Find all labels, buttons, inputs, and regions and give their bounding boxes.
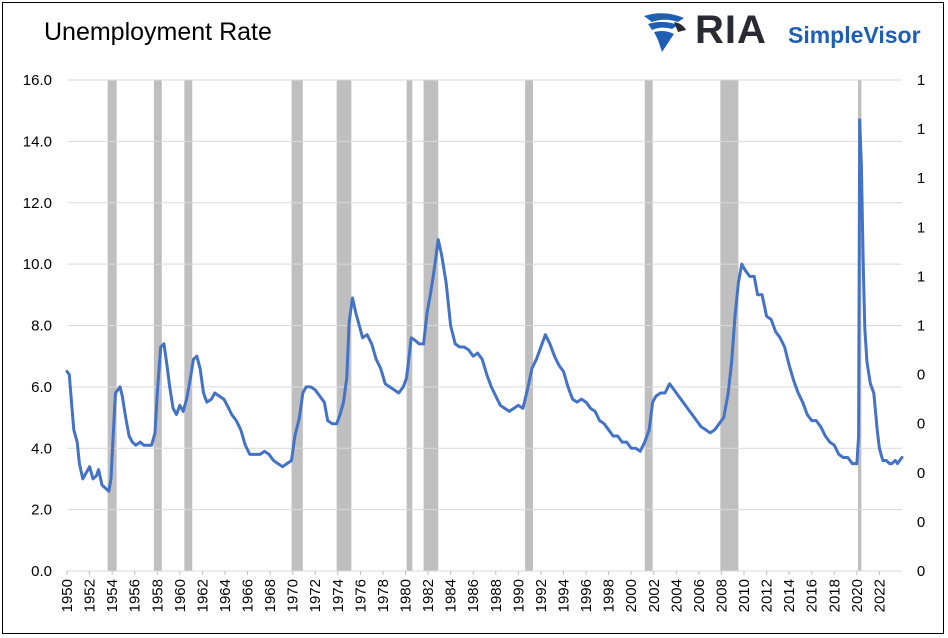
x-tick-label: 1950	[59, 579, 76, 612]
y-tick-label: 16.0	[23, 72, 52, 89]
x-tick-label: 2018	[826, 579, 843, 612]
x-tick-label: 1958	[149, 579, 166, 612]
y-tick-label: 6.0	[31, 379, 52, 396]
series-group	[65, 118, 904, 493]
x-tick-label: 2020	[849, 579, 866, 612]
x-tick-label: 1988	[488, 579, 505, 612]
y2-tick-label: 0	[917, 416, 925, 433]
x-tick-label: 2022	[871, 579, 888, 612]
y-tick-label: 12.0	[23, 195, 52, 212]
x-axis-ticks: 1950 1952 1954 1956 1958 1960 1962 1964 1966 1968…	[59, 571, 888, 612]
chart-title: Unemployment Rate	[44, 18, 272, 46]
x-tick-label: 1996	[578, 579, 595, 612]
x-tick-label: 1968	[262, 579, 279, 612]
x-tick-label: 1984	[443, 579, 460, 612]
x-tick-label: 2006	[691, 579, 708, 612]
series-line-0	[65, 118, 904, 493]
x-tick-label: 1992	[533, 579, 550, 612]
gridlines	[67, 79, 902, 572]
y-axis-ticks: 0.0 2.0 4.0 6.0 8.0 10.0 12.0 14.0 16.0	[23, 72, 52, 580]
x-tick-label: 2014	[781, 579, 798, 612]
x-tick-label: 1960	[172, 579, 189, 612]
x-tick-label: 2000	[623, 579, 640, 612]
ria-wordmark: RIA	[695, 8, 767, 52]
x-tick-label: 1998	[601, 579, 618, 612]
y2-tick-label: 0	[917, 367, 925, 384]
x-tick-label: 1966	[240, 579, 257, 612]
y2-tick-label: 0	[917, 563, 925, 580]
y-tick-label: 4.0	[31, 440, 52, 457]
y2-tick-label: 1	[917, 72, 925, 89]
x-tick-label: 1990	[510, 579, 527, 612]
x-tick-label: 1982	[420, 579, 437, 612]
x-tick-label: 2002	[646, 579, 663, 612]
x-tick-label: 1954	[104, 579, 121, 612]
y-tick-label: 0.0	[31, 563, 52, 580]
x-tick-label: 1978	[375, 579, 392, 612]
x-tick-label: 2004	[668, 579, 685, 612]
eagle-icon	[644, 13, 686, 52]
y2-tick-label: 1	[917, 219, 925, 236]
x-tick-label: 1952	[82, 579, 99, 612]
x-tick-label: 1956	[127, 579, 144, 612]
x-tick-label: 1970	[285, 579, 302, 612]
x-tick-label: 2010	[736, 579, 753, 612]
x-tick-label: 1964	[217, 579, 234, 612]
y2-tick-label: 0	[917, 465, 925, 482]
y2-tick-label: 1	[917, 121, 925, 138]
x-tick-label: 1980	[398, 579, 415, 612]
x-tick-label: 2016	[804, 579, 821, 612]
y2-tick-label: 0	[917, 514, 925, 531]
x-tick-label: 1994	[555, 579, 572, 612]
y2-tick-label: 1	[917, 318, 925, 335]
y2-axis-ticks: 0 0 0 0 0 1 1 1 1 1 1	[917, 72, 925, 580]
y-tick-label: 10.0	[23, 256, 52, 273]
x-tick-label: 1986	[465, 579, 482, 612]
simplevisor-wordmark: SimpleVisor	[788, 22, 921, 48]
y2-tick-label: 1	[917, 170, 925, 187]
x-tick-label: 2012	[759, 579, 776, 612]
y-tick-label: 8.0	[31, 318, 52, 335]
x-tick-label: 1976	[352, 579, 369, 612]
y2-tick-label: 1	[917, 268, 925, 285]
x-tick-label: 2008	[713, 579, 730, 612]
x-tick-label: 1962	[194, 579, 211, 612]
x-tick-label: 1972	[307, 579, 324, 612]
y-tick-label: 14.0	[23, 133, 52, 150]
x-tick-label: 1974	[330, 579, 347, 612]
y-tick-label: 2.0	[31, 502, 52, 519]
